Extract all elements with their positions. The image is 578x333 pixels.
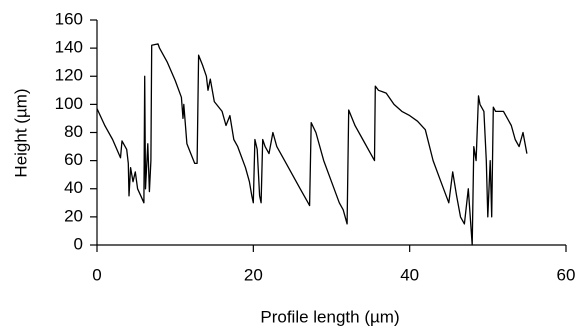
y-tick-label: 80 (64, 122, 83, 141)
x-tick-label: 40 (400, 265, 419, 284)
y-tick-label: 0 (74, 234, 83, 253)
profile-line (96, 43, 528, 246)
y-axis-title: Height (µm) (11, 88, 30, 177)
y-tick-label: 160 (55, 9, 83, 28)
x-tick-label: 20 (244, 265, 263, 284)
x-axis-title: Profile length (µm) (260, 307, 399, 326)
y-tick-label: 60 (64, 150, 83, 169)
x-tick-label: 0 (92, 265, 101, 284)
y-tick-label: 20 (64, 206, 83, 225)
y-tick-label: 100 (55, 94, 83, 113)
y-tick-label: 120 (55, 66, 83, 85)
y-tick-label: 140 (55, 38, 83, 57)
x-tick-label: 60 (557, 265, 576, 284)
y-tick-label: 40 (64, 178, 83, 197)
